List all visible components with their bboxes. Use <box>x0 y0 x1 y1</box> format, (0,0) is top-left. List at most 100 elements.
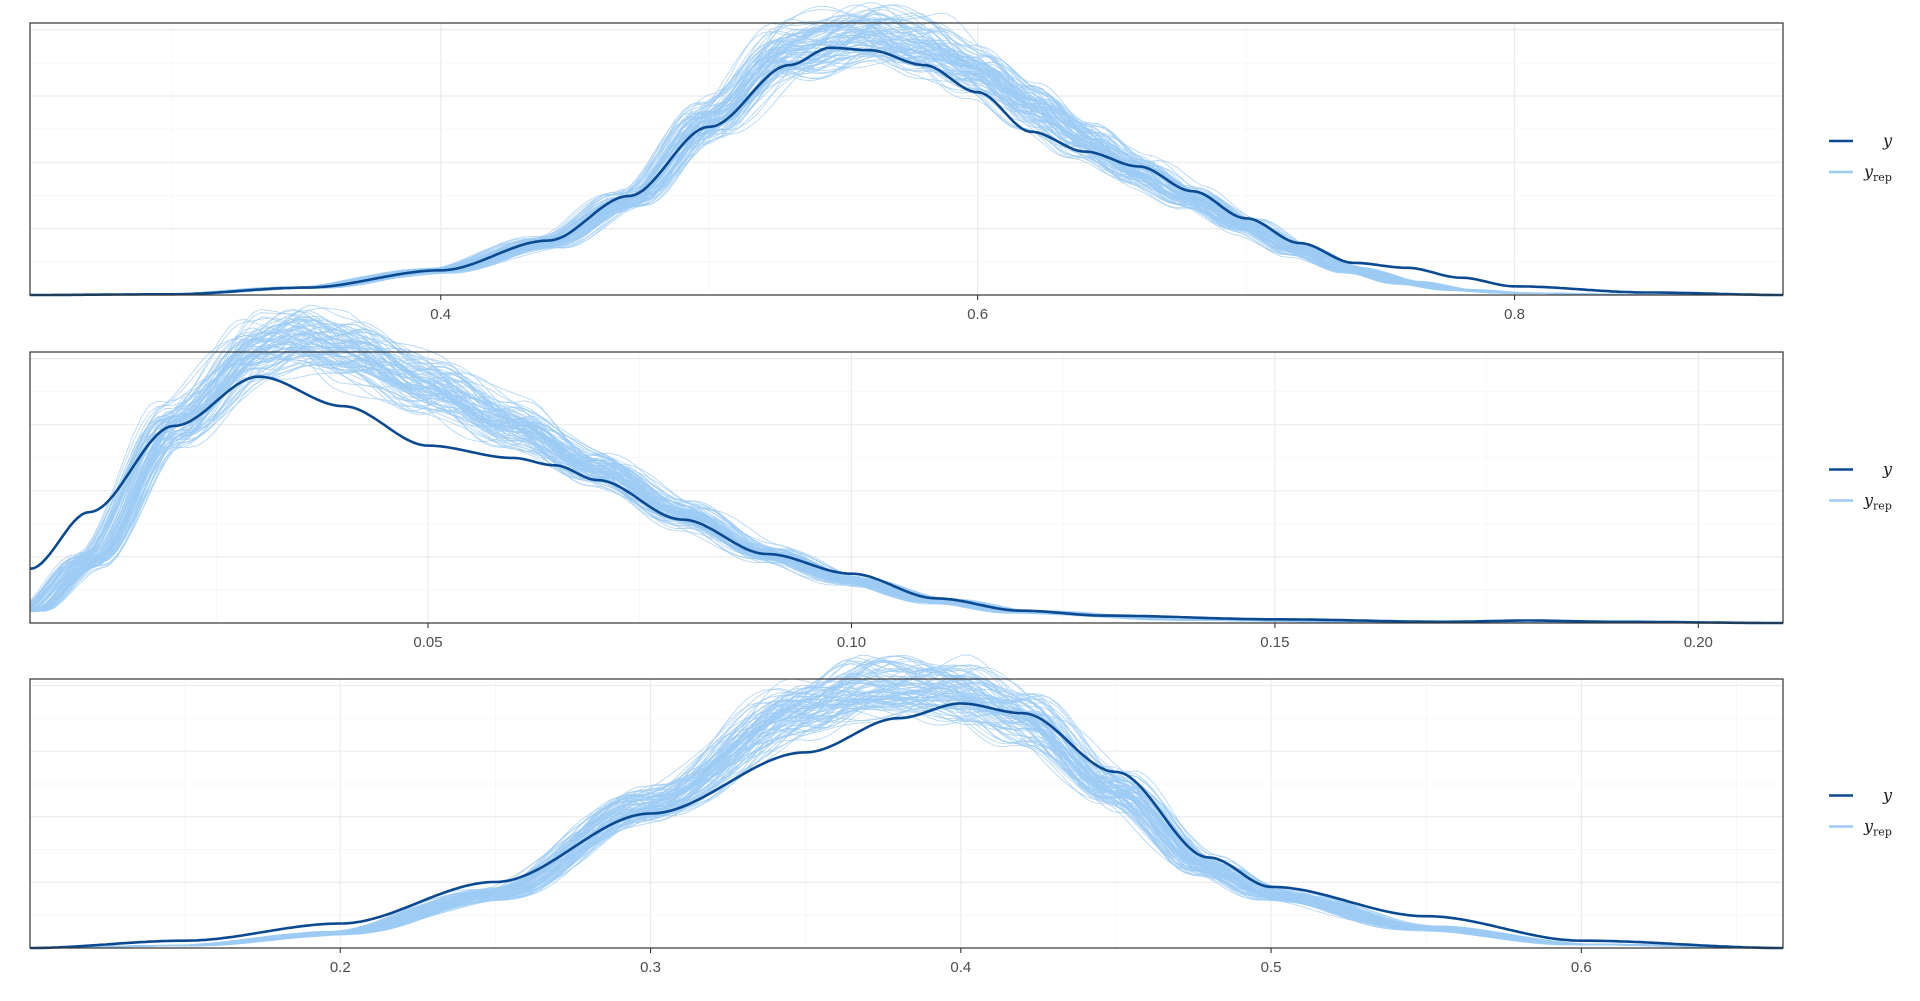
yrep-curve <box>29 342 1783 624</box>
x-tick-label: 0.05 <box>413 634 442 651</box>
yrep-curve <box>30 49 1783 296</box>
x-tick-label: 0.2 <box>330 959 351 976</box>
yrep-curve <box>29 330 1783 624</box>
yrep-curve <box>30 47 1783 296</box>
yrep-curve <box>29 338 1783 624</box>
yrep-curve <box>30 40 1783 296</box>
yrep-curve <box>29 355 1783 624</box>
yrep-curve <box>30 45 1783 296</box>
yrep-curve <box>30 696 1784 949</box>
yrep-curve <box>30 31 1783 296</box>
legend-label-y: y <box>1882 131 1893 150</box>
x-tick-label: 0.20 <box>1684 634 1713 651</box>
yrep-curve <box>30 689 1783 949</box>
yrep-curve <box>29 322 1783 624</box>
yrep-curve <box>30 48 1783 296</box>
yrep-curve <box>30 682 1784 949</box>
yrep-curve <box>30 35 1783 296</box>
yrep-curve <box>30 689 1784 949</box>
yrep-curve <box>29 342 1783 624</box>
y-curve <box>30 46 1783 297</box>
yrep-curve <box>30 30 1783 296</box>
yrep-curve <box>30 682 1783 949</box>
yrep-curve <box>30 47 1783 296</box>
yrep-curve <box>30 321 1783 624</box>
yrep-curve <box>29 348 1783 624</box>
yrep-curve <box>29 314 1783 624</box>
legend-label-y: y <box>1882 786 1893 805</box>
yrep-curve <box>30 678 1783 949</box>
legend-label-yrep: yrep <box>1863 162 1892 184</box>
yrep-curve <box>30 39 1783 296</box>
x-tick-label: 0.5 <box>1261 959 1282 976</box>
x-tick-label: 0.4 <box>430 306 451 323</box>
yrep-curve <box>30 694 1783 949</box>
yrep-curve <box>30 681 1784 949</box>
yrep-curve <box>30 34 1783 296</box>
yrep-curve <box>30 6 1783 296</box>
yrep-curve <box>29 351 1783 624</box>
yrep-curve <box>29 697 1783 949</box>
x-tick-label: 0.10 <box>837 634 866 651</box>
yrep-curve <box>30 13 1783 296</box>
yrep-curves <box>29 654 1784 949</box>
yrep-curve <box>29 316 1783 624</box>
yrep-curve <box>30 687 1783 949</box>
yrep-curve <box>30 690 1783 949</box>
yrep-curve <box>29 367 1783 624</box>
yrep-curve <box>29 707 1783 949</box>
yrep-curve <box>29 687 1783 949</box>
y-curve <box>30 702 1783 950</box>
yrep-curve <box>29 330 1783 624</box>
yrep-curve <box>30 56 1783 296</box>
yrep-curve <box>30 26 1783 296</box>
yrep-curve <box>30 42 1783 296</box>
yrep-curve <box>30 30 1783 296</box>
yrep-curve <box>29 326 1783 624</box>
density-panel-1: 0.4 0.6 0.8 y yrep <box>29 2 1893 323</box>
yrep-curve <box>30 662 1783 949</box>
yrep-curve <box>29 340 1783 624</box>
yrep-curve <box>29 337 1783 624</box>
yrep-curve <box>30 25 1783 296</box>
yrep-curve <box>29 687 1783 949</box>
yrep-curve <box>29 327 1783 624</box>
x-tick-label: 0.6 <box>1571 959 1592 976</box>
yrep-curve <box>29 353 1783 624</box>
yrep-curve <box>30 698 1784 949</box>
x-tick-label: 0.8 <box>1504 306 1525 323</box>
yrep-curve <box>29 681 1783 949</box>
yrep-curve <box>29 341 1783 624</box>
yrep-curve <box>30 682 1783 949</box>
yrep-curve <box>29 360 1783 624</box>
yrep-curve <box>30 694 1784 949</box>
density-panel-2: 0.05 0.10 0.15 0.20 y yrep <box>29 305 1893 651</box>
yrep-curve <box>29 362 1783 624</box>
yrep-curve <box>30 673 1784 949</box>
yrep-curve <box>30 45 1783 296</box>
yrep-curve <box>30 49 1783 296</box>
yrep-curve <box>30 48 1783 296</box>
yrep-curve <box>29 320 1783 624</box>
yrep-curve <box>30 679 1784 949</box>
yrep-curve <box>29 328 1783 624</box>
yrep-curve <box>30 701 1783 949</box>
yrep-curve <box>29 335 1783 624</box>
yrep-curve <box>29 353 1783 624</box>
yrep-curve <box>30 24 1783 296</box>
yrep-curve <box>29 339 1783 624</box>
legend-label-y: y <box>1882 460 1893 479</box>
yrep-curve <box>29 690 1783 949</box>
density-panel-3: 0.2 0.3 0.4 0.5 0.6 y yrep <box>29 654 1893 976</box>
yrep-curve <box>30 49 1783 296</box>
yrep-curve <box>30 692 1784 949</box>
yrep-curve <box>30 45 1783 296</box>
yrep-curve <box>29 342 1783 624</box>
yrep-curve <box>30 681 1784 949</box>
yrep-curve <box>29 698 1783 949</box>
legend-label-yrep: yrep <box>1863 817 1892 839</box>
yrep-curve <box>29 338 1783 624</box>
x-tick-label: 0.6 <box>967 306 988 323</box>
yrep-curve <box>29 321 1783 624</box>
